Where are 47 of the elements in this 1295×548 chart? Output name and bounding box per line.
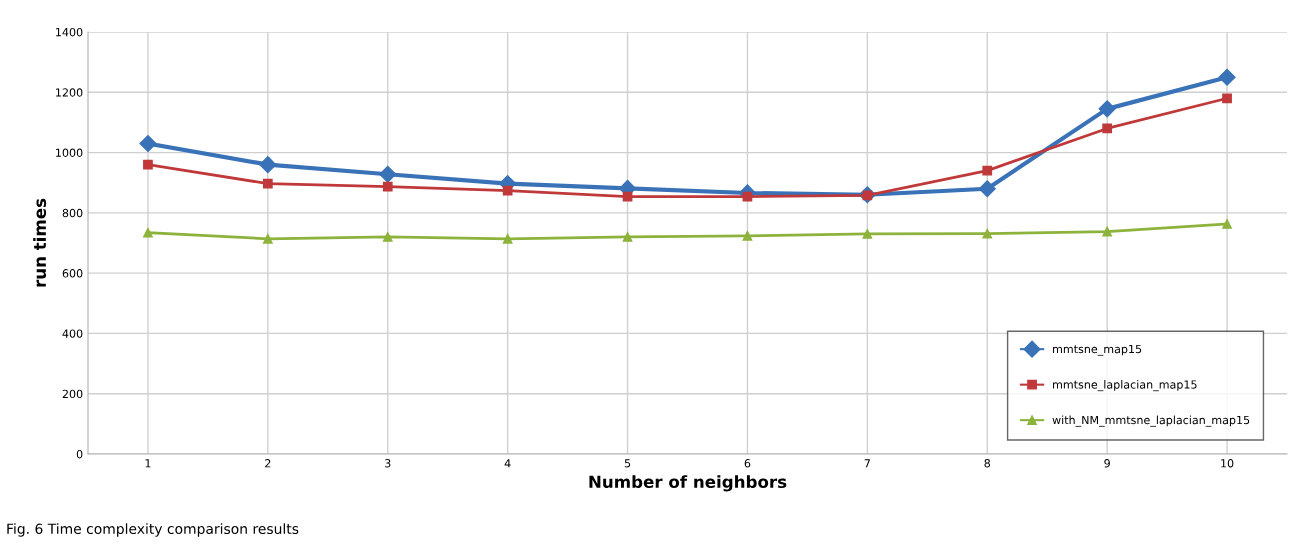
- point: [978, 180, 996, 198]
- point: [862, 229, 873, 239]
- x-tick-label: 10: [1221, 459, 1234, 468]
- point: [622, 232, 633, 242]
- point: [139, 134, 157, 153]
- point: [382, 232, 393, 242]
- y-tick-label: 0: [76, 449, 83, 459]
- x-tick-label: 2: [265, 459, 271, 468]
- x-tick-label: 5: [624, 459, 631, 468]
- y-tick-label: 1400: [56, 27, 83, 37]
- x-tick-label: 7: [864, 459, 870, 468]
- point: [742, 230, 753, 241]
- point: [259, 156, 277, 174]
- point: [262, 233, 273, 244]
- point: [502, 233, 513, 244]
- y-tick-label: 1000: [56, 148, 83, 157]
- y-axis-title: run times: [33, 198, 47, 287]
- point: [379, 165, 397, 183]
- point: [1222, 219, 1232, 229]
- x-tick-label: 8: [984, 459, 991, 468]
- point: [1102, 226, 1113, 237]
- y-tick-label: 800: [62, 208, 83, 218]
- x-tick-label: 6: [744, 459, 751, 468]
- y-tick-label: 400: [62, 329, 83, 338]
- point: [143, 227, 153, 238]
- point: [502, 185, 513, 196]
- point: [262, 178, 273, 189]
- legend-label: with_NM_mmtsne_laplacian_map15: [1052, 415, 1250, 427]
- point: [982, 165, 993, 176]
- y-tick-label: 200: [62, 389, 83, 399]
- point: [1222, 93, 1232, 104]
- point: [1098, 100, 1116, 118]
- x-axis-title: Number of neighbors: [589, 475, 787, 492]
- x-tick-label: 1: [145, 459, 151, 468]
- caption: Fig. 6 Time complexity comparison results: [7, 523, 299, 537]
- legend-label: mmtsne_laplacian_map15: [1053, 380, 1197, 392]
- x-tick-label: 9: [1104, 459, 1110, 468]
- x-tick-label: 4: [504, 459, 511, 468]
- y-tick-label: 600: [62, 269, 83, 278]
- point: [982, 228, 993, 239]
- x-tick-label: 3: [385, 459, 391, 468]
- legend-label: mmtsne_map15: [1053, 344, 1142, 356]
- point: [382, 181, 393, 192]
- y-tick-label: 1200: [56, 88, 83, 97]
- point: [143, 159, 153, 170]
- point: [1102, 123, 1113, 134]
- point: [1218, 68, 1236, 86]
